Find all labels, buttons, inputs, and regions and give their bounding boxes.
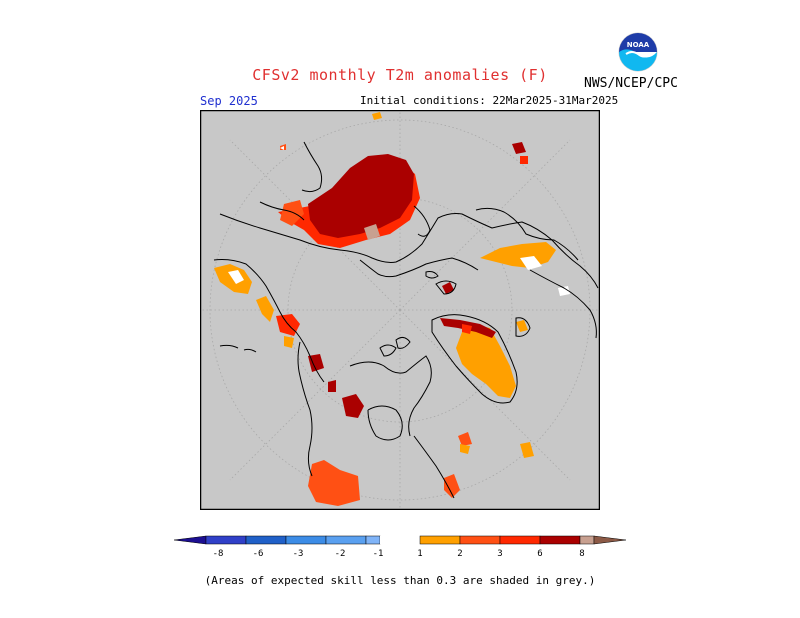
coastline-islands-1 [425, 271, 439, 279]
noaa-logo-icon: NOAA [618, 32, 658, 72]
colorbar-tick-label: 8 [579, 549, 584, 559]
coastline-alaska [213, 259, 325, 383]
colorbar-bin [365, 535, 381, 545]
colorbar-bin [205, 535, 247, 545]
anomaly-patch-alaska-white [228, 270, 244, 284]
colorbar-tick-label: -2 [335, 549, 346, 559]
colorbar-bin [245, 535, 287, 545]
target-month-label: Sep 2025 [200, 94, 258, 108]
colorbar-bin [285, 535, 327, 545]
colorbar-tick-label: -3 [293, 549, 304, 559]
colorbar-tick-label: -6 [253, 549, 264, 559]
anomaly-patches [214, 112, 570, 506]
anomaly-patch-europe-orange [520, 442, 534, 458]
anomaly-patch-europe-red [444, 474, 460, 498]
colorbar-left-arrow [174, 535, 207, 545]
coastline-scandinavia [475, 207, 579, 261]
colorbar-tick-label: 1 [417, 549, 422, 559]
footnote: (Areas of expected skill less than 0.3 a… [204, 574, 596, 587]
colorbar-bin [459, 535, 501, 545]
anomaly-patch-ne-darkred [512, 142, 526, 154]
anomaly-patch-hudson-darkred [342, 394, 364, 418]
initial-conditions-label: Initial conditions: 22Mar2025-31Mar2025 [360, 94, 619, 107]
anomaly-patch-siberia-brown [364, 224, 380, 240]
anomaly-patch-greenland-orange [456, 324, 516, 398]
coastline-aleutians [219, 344, 257, 353]
coastline-svalbard [435, 280, 457, 295]
logo-text: NOAA [627, 41, 650, 49]
coastline-canada-arctic [349, 355, 432, 437]
coastlines [213, 141, 599, 499]
colorbar: -8 -6 -3 -2 -1 1 2 3 6 8 [174, 535, 626, 559]
colorbar-bin [325, 535, 367, 545]
coastline-islands-2 [379, 344, 397, 357]
anomaly-patch-greenland-red [462, 324, 472, 334]
colorbar-bin [579, 535, 595, 545]
anomaly-patch-labrador-orange [460, 444, 470, 454]
organization-label: NWS/NCEP/CPC [584, 76, 678, 91]
anomaly-patch-canada-darkred2 [328, 380, 336, 392]
anomaly-patch-usa-red [308, 460, 360, 506]
colorbar-right-arrow [593, 535, 626, 545]
coastline-east-us [413, 435, 455, 499]
coastline-okhotsk [259, 201, 305, 221]
anomaly-patch-scandinavia-white [520, 256, 542, 270]
colorbar-bin [499, 535, 541, 545]
coastline-eurasia-inner [359, 257, 479, 278]
anomaly-patch-labrador-red [458, 432, 472, 446]
anomaly-patch-canada-darkred [308, 354, 324, 372]
anomaly-patch-kamchatka-red [280, 200, 304, 226]
colorbar-bin [539, 535, 581, 545]
coastline-europe [529, 269, 597, 339]
colorbar-bin-neutral [380, 536, 420, 544]
map-border [200, 110, 600, 510]
polar-anomaly-map [200, 110, 600, 510]
coastline-kamchatka [301, 141, 323, 193]
anomaly-patch-bc-orange [256, 296, 274, 322]
colorbar-tick-label: -8 [213, 549, 224, 559]
anomaly-patch-small-white-nw [280, 146, 284, 150]
anomaly-patch-bc-orange2 [284, 336, 294, 348]
anomaly-patch-small-n [372, 112, 382, 120]
coastline-north-america-west [297, 341, 313, 477]
map-title: CFSv2 monthly T2m anomalies (F) [252, 66, 548, 84]
colorbar-bin [419, 535, 461, 545]
colorbar-tick-label: 3 [497, 549, 502, 559]
coastline-hudson [367, 405, 403, 441]
anomaly-patch-europe-darkred [442, 282, 454, 294]
colorbar-tick-label: -1 [373, 549, 384, 559]
anomaly-patch-siberia-darkred [308, 154, 414, 238]
coastline-eurasia-north [219, 213, 599, 289]
anomaly-patch-iceland-orange [516, 320, 528, 332]
colorbar-tick-label: 6 [537, 549, 542, 559]
coastline-novaya-zemlya [413, 205, 431, 237]
coastline-uk [515, 317, 531, 337]
anomaly-patch-ne-red [520, 156, 528, 164]
coastline-greenland [431, 314, 518, 404]
anomaly-patch-e-white [558, 286, 570, 296]
coastline-islands-3 [395, 336, 411, 349]
colorbar-tick-label: 2 [457, 549, 462, 559]
